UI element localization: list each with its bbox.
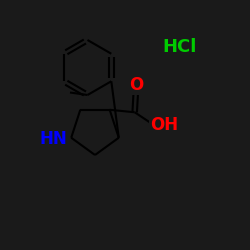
Text: O: O [129, 76, 143, 94]
Text: HN: HN [40, 130, 68, 148]
Text: HCl: HCl [163, 38, 197, 56]
Text: OH: OH [150, 116, 178, 134]
